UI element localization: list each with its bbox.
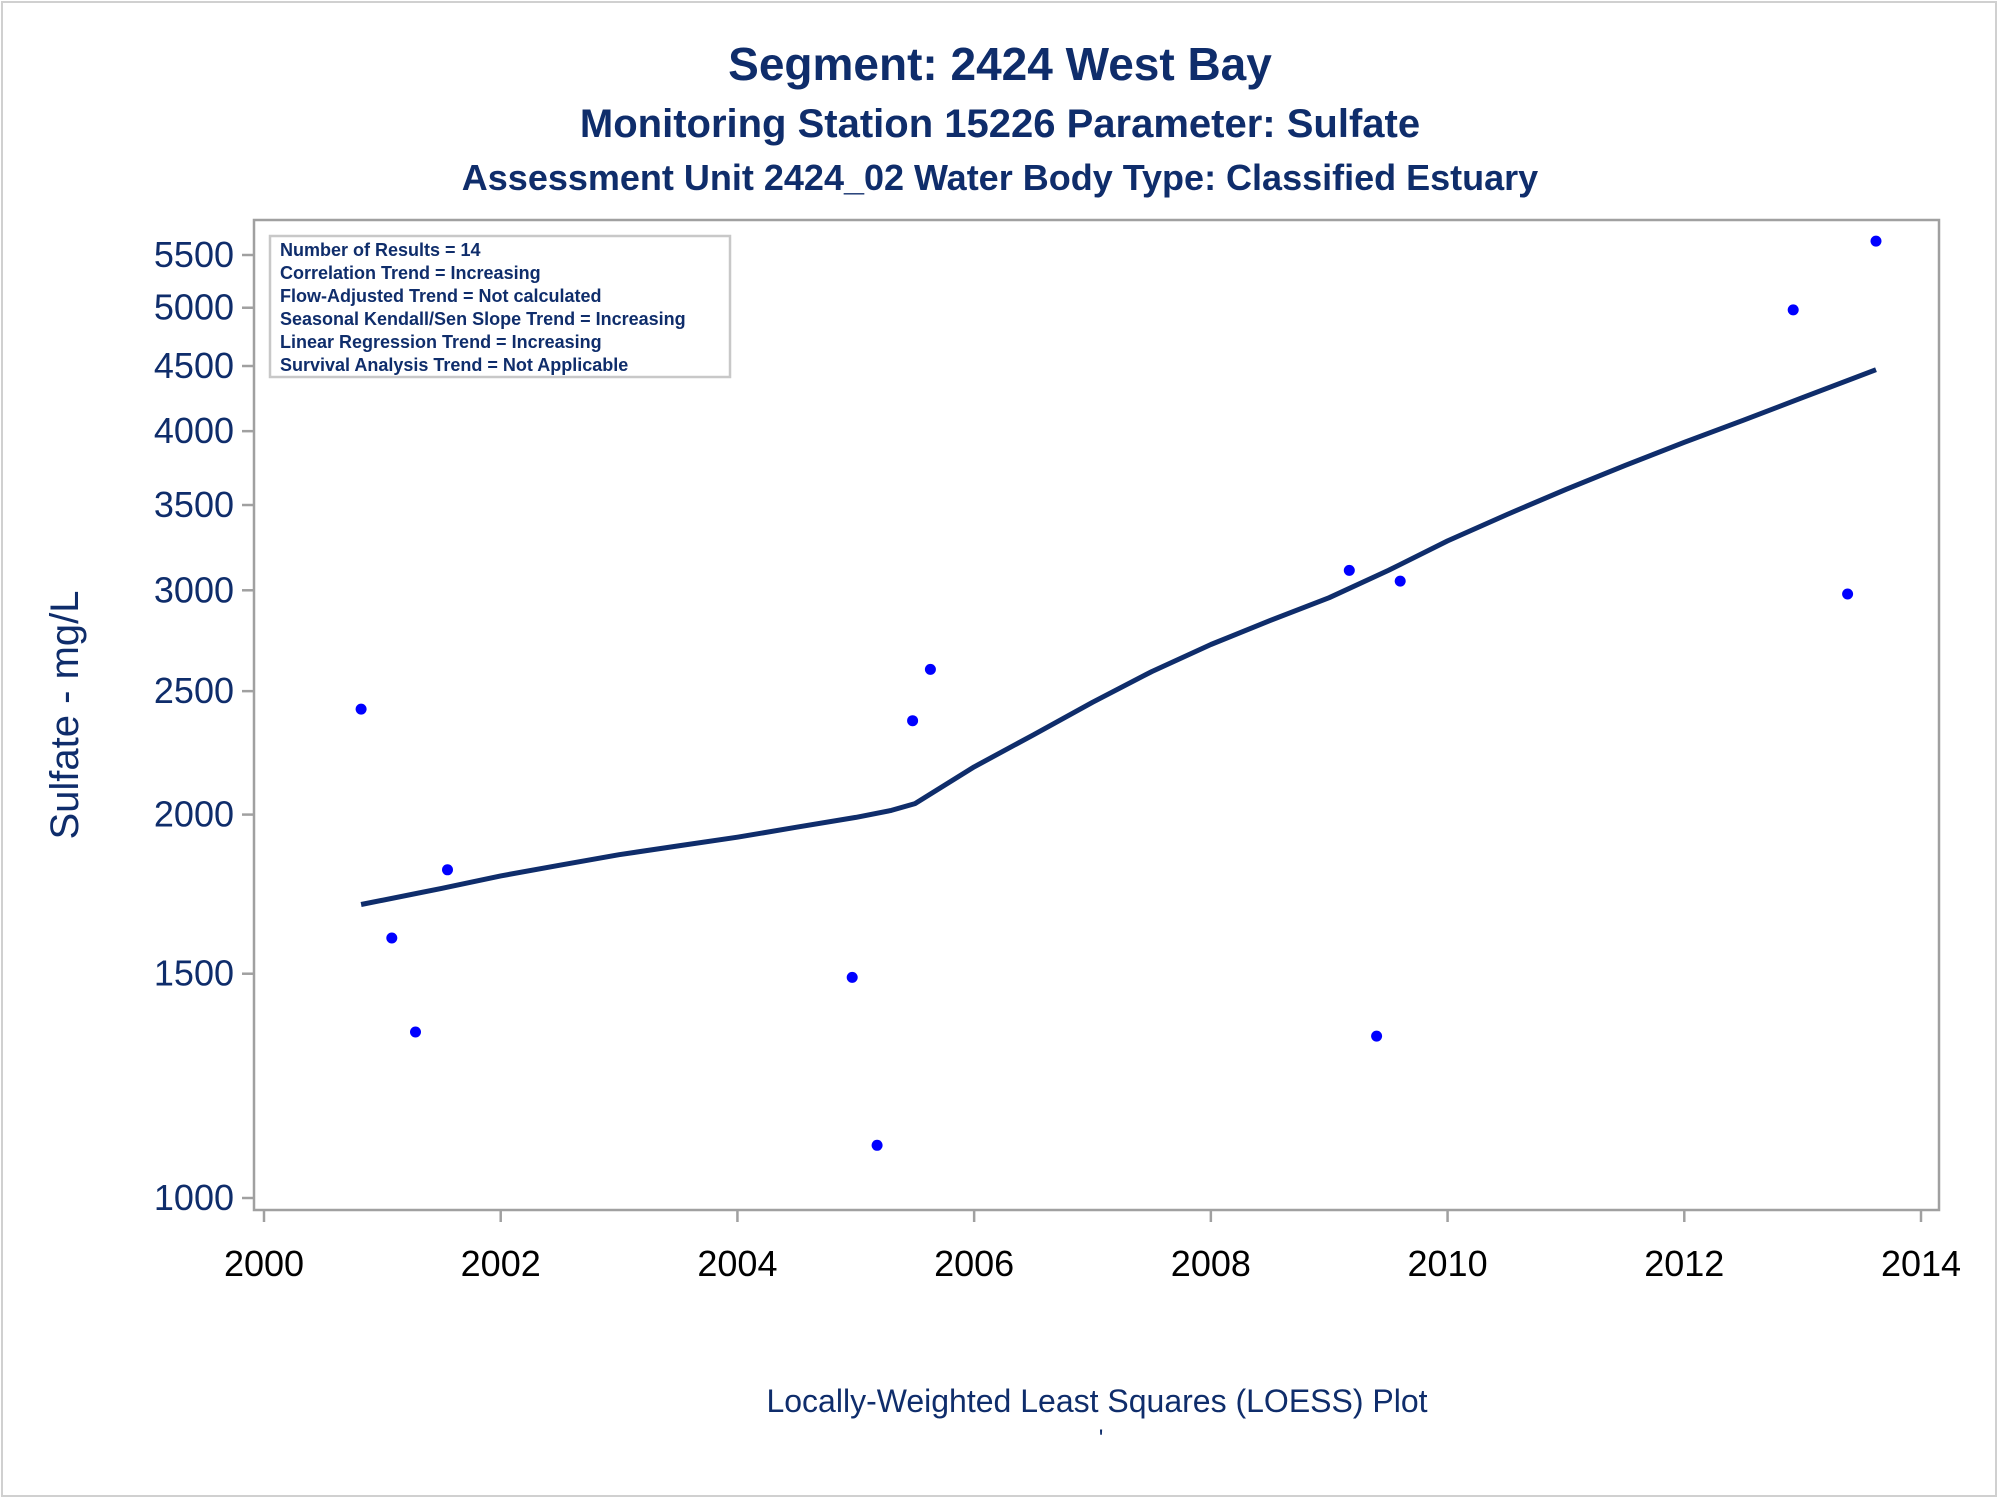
- y-tick-label: 5000: [154, 287, 234, 328]
- x-tick-label: 2002: [461, 1243, 541, 1284]
- stats-box-border: [268, 234, 732, 379]
- y-tick-label: 5500: [154, 234, 234, 275]
- data-point: [846, 971, 858, 983]
- y-tick-label: 3000: [154, 569, 234, 610]
- stat-survival-analysis-trend: Survival Analysis Trend = Not Applicable: [280, 355, 628, 375]
- data-points: [355, 235, 1882, 1151]
- x-tick-label: 2006: [934, 1243, 1014, 1284]
- y-tick-label: 2500: [154, 670, 234, 711]
- data-point: [871, 1139, 883, 1151]
- y-tick-label: 4000: [154, 410, 234, 451]
- stat-seasonal-kendall-trend: Seasonal Kendall/Sen Slope Trend = Incre…: [280, 309, 686, 329]
- stats-legend-box: Number of Results = 14 Correlation Trend…: [268, 234, 732, 379]
- y-axis-label: Sulfate - mg/L: [43, 590, 87, 839]
- x-axis: 2000 2002 2004 2006 2008 2010 2012 2014: [224, 1210, 1961, 1284]
- stat-flow-adjusted-trend: Flow-Adjusted Trend = Not calculated: [280, 286, 602, 306]
- loess-trend-line: [360, 367, 1877, 907]
- chart-title-line2: Monitoring Station 15226 Parameter: Sulf…: [580, 102, 1420, 146]
- stat-correlation-trend: Correlation Trend = Increasing: [280, 263, 541, 283]
- x-tick-label: 2010: [1408, 1243, 1488, 1284]
- data-point: [1870, 235, 1882, 247]
- x-tick-label: 2012: [1644, 1243, 1724, 1284]
- data-point: [355, 703, 367, 715]
- data-point: [924, 663, 936, 675]
- stat-linear-regression-trend: Linear Regression Trend = Increasing: [280, 332, 602, 352]
- chart-title-line3: Assessment Unit 2424_02 Water Body Type:…: [462, 157, 1538, 198]
- data-point: [1343, 564, 1355, 576]
- data-point: [410, 1026, 421, 1038]
- chart-title-line1: Segment: 2424 West Bay: [728, 38, 1272, 90]
- y-tick-label: 1000: [154, 1177, 234, 1218]
- data-point: [907, 715, 919, 727]
- data-point: [1394, 575, 1406, 587]
- stat-number-of-results: Number of Results = 14: [280, 240, 481, 260]
- data-point: [1787, 304, 1799, 316]
- x-axis-label: Locally-Weighted Least Squares (LOESS) P…: [766, 1383, 1427, 1419]
- data-point: [442, 864, 453, 876]
- x-tick-label: 2008: [1171, 1243, 1251, 1284]
- data-point: [386, 932, 398, 944]
- y-tick-label: 2000: [154, 794, 234, 835]
- x-tick-label: 2000: [224, 1243, 304, 1284]
- data-point: [1371, 1030, 1383, 1042]
- y-tick-label: 4500: [154, 345, 234, 386]
- footnote-mark: ': [1099, 1425, 1104, 1452]
- y-tick-label: 3500: [154, 484, 234, 525]
- y-tick-label: 1500: [154, 953, 234, 994]
- data-point: [1842, 588, 1854, 600]
- y-axis: 1000 1500 2000 2500 3000 3500 4000 4500 5000 5500: [154, 234, 254, 1218]
- plot-area: [252, 218, 1941, 1212]
- x-tick-label: 2004: [697, 1243, 777, 1284]
- x-tick-label: 2014: [1881, 1243, 1961, 1284]
